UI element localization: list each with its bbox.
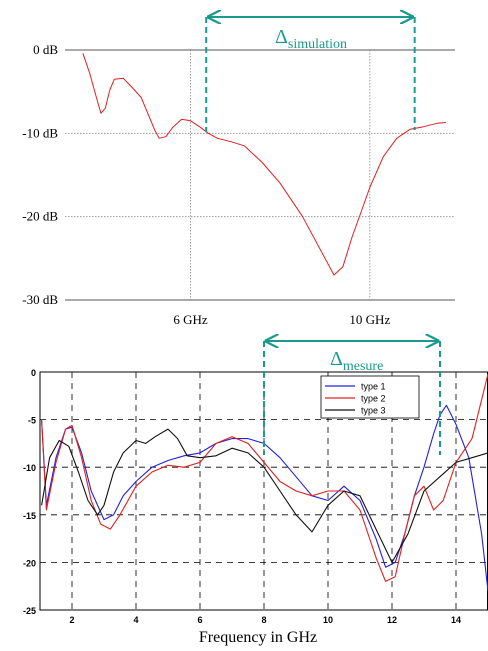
simulation-y-tick-label: 0 dB (33, 42, 58, 57)
measurement-x-tick-label: 12 (387, 615, 397, 625)
measurement-chart: 0 -5 -10 -15 -20 -25 2 4 6 8 10 12 14 Δmesure type … (23, 341, 488, 646)
measurement-x-tick-label: 8 (261, 615, 266, 625)
legend-box (320, 375, 420, 419)
measurement-x-tick-label: 14 (451, 615, 461, 625)
measurement-series-line-type-1 (41, 404, 488, 592)
legend-entry: type 1 (361, 382, 386, 392)
delta-subscript: mesure (343, 359, 383, 374)
delta-symbol: Δ (330, 348, 343, 370)
measurement-y-tick-label: -5 (28, 416, 36, 426)
delta-subscript: simulation (288, 37, 347, 52)
simulation-series-line (82, 53, 447, 276)
simulation-y-tick-label: -30 dB (22, 292, 58, 307)
measurement-x-tick-label: 2 (69, 615, 74, 625)
measurement-grid (40, 372, 488, 610)
measurement-y-tick-label: -25 (23, 606, 36, 616)
x-axis-label: Frequency in GHz (199, 629, 317, 646)
measurement-series-line-type-2 (41, 373, 488, 582)
measurement-series (41, 373, 488, 592)
delta-mesure-annotation: Δmesure (263, 341, 441, 455)
measurement-series-line-type-3 (41, 428, 488, 563)
measurement-legend: type 1 type 2 type 3 (320, 375, 420, 419)
legend-entry: type 2 (361, 394, 386, 404)
measurement-y-tick-label: -10 (23, 463, 36, 473)
delta-mesure-label: Δmesure (330, 348, 383, 374)
measurement-x-tick-label: 6 (197, 615, 202, 625)
measurement-y-tick-label: 0 (31, 368, 36, 378)
measurement-y-tick-labels: 0 -5 -10 -15 -20 -25 (23, 368, 36, 616)
measurement-x-tick-label: 10 (323, 615, 333, 625)
measurement-x-tick-labels: 2 4 6 8 10 12 14 (69, 615, 461, 625)
simulation-y-tick-label: -20 dB (22, 209, 58, 224)
delta-symbol: Δ (275, 26, 288, 48)
simulation-chart: 0 dB -10 dB -20 dB -30 dB 6 GHz 10 GHz Δsimu… (22, 17, 455, 327)
measurement-x-tick-label: 4 (133, 615, 138, 625)
delta-simulation-annotation: Δsimulation (205, 17, 416, 132)
simulation-x-tick-label: 6 GHz (173, 312, 208, 327)
simulation-y-tick-label: -10 dB (22, 125, 58, 140)
simulation-y-tick-labels: 0 dB -10 dB -20 dB -30 dB (22, 42, 58, 307)
simulation-x-tick-labels: 6 GHz 10 GHz (173, 312, 390, 327)
simulation-x-tick-label: 10 GHz (349, 312, 390, 327)
measurement-y-tick-label: -20 (23, 558, 36, 568)
delta-simulation-label: Δsimulation (275, 26, 347, 52)
measurement-y-tick-label: -15 (23, 511, 36, 521)
simulation-series (82, 53, 447, 276)
simulation-grid (65, 49, 455, 301)
legend-entry: type 3 (361, 406, 386, 416)
